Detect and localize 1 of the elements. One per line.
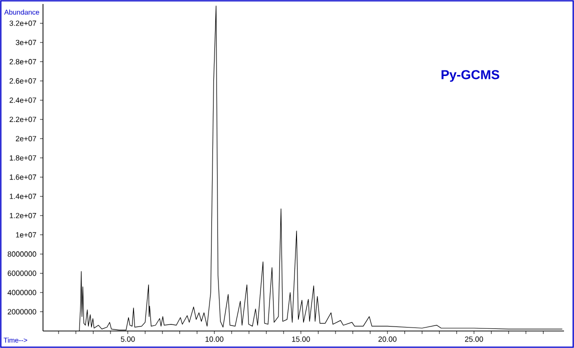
annotation: Py-GCMS <box>442 70 500 82</box>
